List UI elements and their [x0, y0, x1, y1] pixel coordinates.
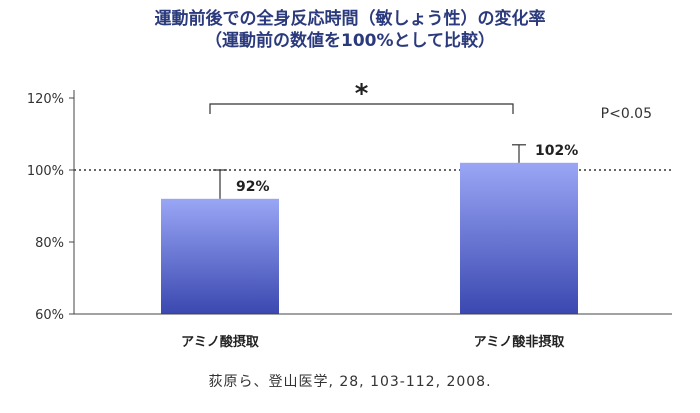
chart-title: 運動前後での全身反応時間（敏しょう性）の変化率 （運動前の数値を100%として比…: [0, 8, 700, 52]
y-tick-label: 60%: [35, 308, 64, 323]
significance-bracket: [209, 103, 514, 114]
chart-title-line-2: （運動前の数値を100%として比較）: [204, 31, 495, 51]
y-tick-label: 120%: [27, 92, 64, 107]
citation: 荻原ら、登山医学, 28, 103-112, 2008.: [208, 374, 492, 390]
bar: [460, 162, 578, 314]
significance-marker: *: [355, 79, 369, 109]
chart-title-line-1: 運動前後での全身反応時間（敏しょう性）の変化率: [154, 9, 546, 29]
category-label: アミノ酸非摂取: [474, 334, 566, 350]
p-value-note: P<0.05: [601, 106, 652, 122]
y-tick-label: 80%: [35, 236, 64, 251]
value-label: 92%: [236, 179, 270, 195]
bar: [161, 198, 279, 314]
category-label: アミノ酸摂取: [181, 334, 260, 350]
value-label: 102%: [535, 143, 578, 159]
y-tick-label: 100%: [27, 164, 64, 179]
